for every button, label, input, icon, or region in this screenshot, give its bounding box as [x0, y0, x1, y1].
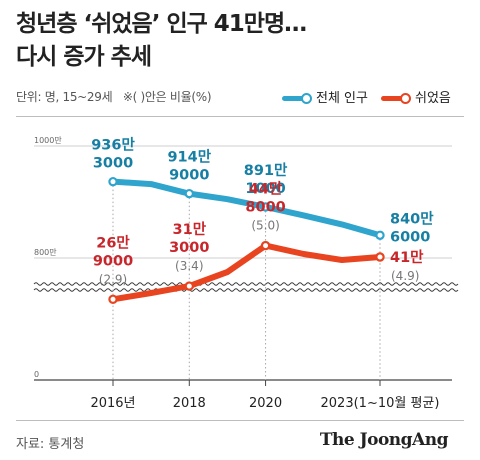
- data-label: 1000: [245, 181, 285, 197]
- data-point-1: [260, 240, 271, 251]
- x-tick-label: 2020: [249, 396, 282, 411]
- legend-label-rest: 쉬었음: [415, 91, 451, 106]
- ratio-note: ※( )안은 비율(%): [122, 90, 212, 104]
- data-label: 9000: [93, 253, 133, 269]
- data-point-1: [375, 252, 385, 262]
- brand-logo: The JoongAng: [319, 430, 449, 450]
- y-tick-label: 0: [34, 370, 39, 379]
- ratio-label: (3.4): [175, 259, 203, 273]
- chart-title-line-1: 청년층 ‘쉬었음’ 인구 41만명…: [16, 11, 307, 37]
- data-label: 936만: [91, 137, 135, 154]
- bottom-divider: [16, 420, 464, 421]
- data-point-0: [108, 176, 118, 187]
- data-point-1: [108, 294, 118, 304]
- legend-line-total-icon: [282, 93, 312, 104]
- y-tick-label: 1000만: [34, 136, 62, 145]
- chart-title-line-2: 다시 증가 추세: [16, 44, 152, 70]
- data-label: 840만: [390, 210, 434, 227]
- axis-break-squiggle: [33, 288, 459, 292]
- data-label: 891만: [244, 162, 288, 179]
- x-tick-label: 2018: [173, 396, 206, 411]
- data-label: 914만: [167, 149, 211, 166]
- data-label: 3000: [93, 156, 133, 172]
- series-line-0: [110, 178, 383, 239]
- source-note: 자료: 통계청: [16, 437, 85, 452]
- legend-label-total: 전체 인구: [316, 91, 368, 106]
- data-label: 3000: [169, 240, 209, 256]
- x-tick-label: 2016년: [90, 396, 135, 411]
- ratio-label: (4.9): [391, 269, 419, 283]
- data-label: 44만: [249, 181, 283, 198]
- legend-item-rest: 쉬었음: [381, 87, 451, 106]
- data-point-1: [184, 281, 194, 291]
- axis-break-squiggle: [33, 282, 459, 286]
- legend-item-total: 전체 인구: [282, 87, 368, 106]
- y-tick-label: 800만: [34, 248, 57, 257]
- data-label: 41만: [390, 249, 424, 266]
- ratio-label: (5.0): [251, 219, 279, 233]
- top-divider: [16, 116, 464, 117]
- data-label: 26만: [96, 234, 130, 251]
- data-point-0: [184, 188, 194, 199]
- data-label: 6000: [390, 229, 430, 245]
- ratio-label: (2.9): [99, 272, 127, 286]
- chart-title: 청년층 ‘쉬었음’ 인구 41만명… 다시 증가 추세: [16, 8, 466, 74]
- data-label: 31만: [173, 221, 207, 238]
- data-point-0: [375, 230, 385, 240]
- data-label: 9000: [169, 168, 209, 184]
- data-label: 8000: [245, 200, 285, 216]
- unit-note: 단위: 명, 15~29세 ※( )안은 비율(%): [16, 88, 212, 105]
- series-line-1: [110, 242, 383, 303]
- x-tick-label: 2023(1~10월 평균): [321, 396, 440, 411]
- unit-label: 단위: 명, 15~29세: [16, 90, 113, 104]
- data-point-0: [260, 202, 271, 212]
- legend-line-rest-icon: [381, 93, 411, 104]
